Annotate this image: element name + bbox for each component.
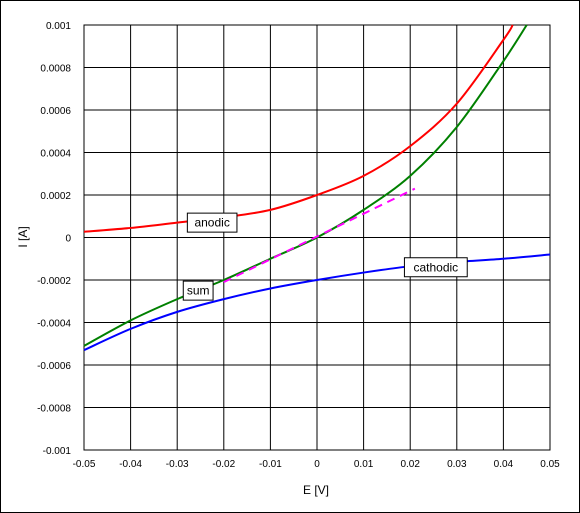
series-label: sum (182, 280, 214, 301)
x-tick-label: -0.04 (119, 459, 142, 470)
y-tick-label: 0.0002 (40, 191, 71, 202)
series-label-box (182, 280, 214, 301)
series-label: anodic (186, 212, 238, 233)
sum-curve (83, 24, 528, 347)
x-tick-label: 0.01 (354, 459, 374, 470)
y-tick-label: 0.0008 (40, 64, 71, 75)
x-tick-label: -0.01 (259, 459, 282, 470)
x-tick-label: 0.02 (400, 459, 420, 470)
x-axis-title: E [V] (303, 483, 329, 497)
y-tick-labels: 0.001 0.0008 0.0006 0.0004 0.0002 0 -0.0002 -0.… (37, 21, 71, 457)
series-label-box (403, 257, 468, 278)
x-tick-label: 0 (314, 459, 320, 470)
x-tick-label: -0.02 (212, 459, 235, 470)
series-label-text: cathodic (413, 260, 458, 274)
y-tick-label: -0.0006 (37, 361, 71, 372)
tangent-line (223, 187, 416, 284)
series-label-text: anodic (194, 216, 229, 230)
y-axis-title: I [A] (16, 226, 30, 247)
series-labels: anodic sum cathodic (182, 212, 468, 301)
y-tick-label: -0.001 (43, 446, 72, 457)
anodic-curve (83, 24, 514, 233)
y-tick-label: 0.0006 (40, 106, 71, 117)
y-tick-label: 0.001 (46, 21, 71, 32)
plot-area (83, 24, 551, 451)
x-tick-label: -0.03 (166, 459, 189, 470)
x-tick-label: -0.05 (73, 459, 96, 470)
y-tick-label: -0.0002 (37, 276, 71, 287)
x-tick-label: 0.03 (447, 459, 467, 470)
x-tick-label: 0.05 (540, 459, 560, 470)
y-tick-label: 0.0004 (40, 149, 71, 160)
y-tick-label: -0.0004 (37, 319, 71, 330)
x-tick-labels: -0.05 -0.04 -0.03 -0.02 -0.01 0 0.01 0.02 0.03 0.… (73, 459, 561, 470)
series-lines (83, 24, 551, 352)
series-label: cathodic (403, 257, 468, 278)
series-label-box (186, 212, 238, 233)
y-tick-label: -0.0008 (37, 404, 71, 415)
x-tick-label: 0.04 (494, 459, 514, 470)
cathodic-curve (83, 253, 551, 352)
y-tick-label: 0 (65, 234, 71, 245)
series-label-text: sum (187, 284, 210, 298)
